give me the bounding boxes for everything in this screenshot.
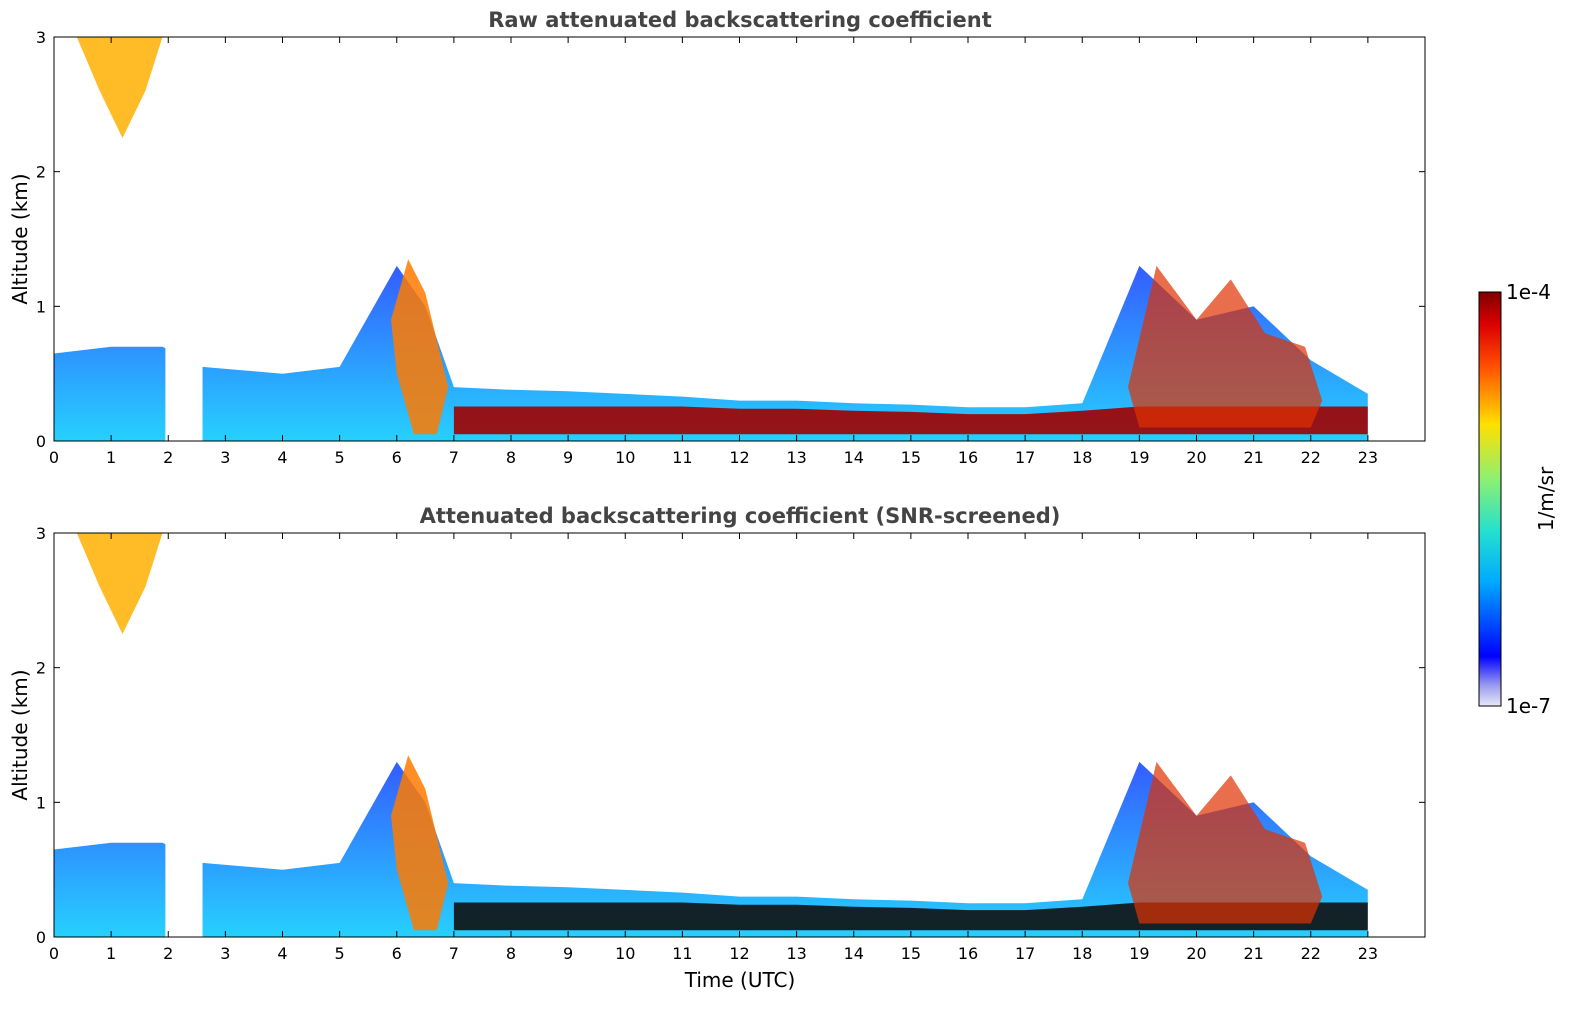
data-gap <box>165 38 203 441</box>
cloud-plume <box>391 259 449 435</box>
y-tick-label: 1 <box>36 297 46 316</box>
x-tick-label: 18 <box>1072 944 1092 963</box>
x-tick-label: 14 <box>844 944 864 963</box>
x-tick-label: 11 <box>672 448 692 467</box>
x-tick-label: 7 <box>449 448 459 467</box>
convective-layer <box>1128 761 1323 924</box>
x-tick-label: 14 <box>844 448 864 467</box>
x-tick-label: 1 <box>106 944 116 963</box>
x-tick-label: 20 <box>1186 448 1206 467</box>
y-axis: 0 1 2 3 <box>36 524 1425 947</box>
y-axis: 0 1 2 3 <box>36 28 1425 451</box>
x-tick-label: 5 <box>335 944 345 963</box>
x-tick-label: 1 <box>106 448 116 467</box>
y-tick-label: 1 <box>36 793 46 812</box>
x-tick-label: 6 <box>392 448 402 467</box>
x-tick-label: 0 <box>49 944 59 963</box>
x-tick-label: 10 <box>615 944 635 963</box>
x-tick-label: 13 <box>786 944 806 963</box>
y-axis-label: Altitude (km) <box>8 173 32 304</box>
colorbar-gradient <box>1478 291 1502 707</box>
panel-title: Raw attenuated backscattering coefficien… <box>488 8 992 32</box>
x-tick-label: 12 <box>729 944 749 963</box>
convective-layer <box>1128 265 1323 428</box>
x-tick-label: 22 <box>1301 944 1321 963</box>
x-tick-label: 7 <box>449 944 459 963</box>
panel-title: Attenuated backscattering coefficient (S… <box>420 504 1061 528</box>
no-data-region <box>1367 534 1424 937</box>
x-tick-label: 15 <box>901 448 921 467</box>
x-tick-label: 16 <box>958 944 978 963</box>
x-tick-label: 0 <box>49 448 59 467</box>
colorbar-label: 1/m/sr <box>1534 466 1558 531</box>
y-tick-label: 2 <box>36 163 46 182</box>
x-tick-label: 19 <box>1129 944 1149 963</box>
colorbar: 1e-4 1e-7 1/m/sr <box>1478 280 1558 718</box>
y-tick-label: 0 <box>36 432 46 451</box>
high-cloud <box>76 37 163 138</box>
x-tick-label: 21 <box>1243 448 1263 467</box>
x-tick-label: 3 <box>220 944 230 963</box>
x-tick-label: 17 <box>1015 944 1035 963</box>
x-tick-label: 9 <box>563 944 573 963</box>
x-axis: 0 1 2 3 4 5 6 7 8 9 10 11 12 13 14 15 16 17 18 19 20 21 22 23 <box>49 533 1378 963</box>
x-tick-label: 22 <box>1301 448 1321 467</box>
x-tick-label: 23 <box>1358 448 1378 467</box>
y-tick-label: 3 <box>36 524 46 543</box>
x-tick-label: 9 <box>563 448 573 467</box>
x-tick-label: 15 <box>901 944 921 963</box>
x-tick-label: 4 <box>277 944 287 963</box>
y-axis-label: Altitude (km) <box>8 669 32 800</box>
panel-raw: Raw attenuated backscattering coefficien… <box>8 8 1426 467</box>
x-tick-label: 23 <box>1358 944 1378 963</box>
high-cloud <box>76 533 163 634</box>
x-tick-label: 13 <box>786 448 806 467</box>
y-tick-label: 2 <box>36 659 46 678</box>
x-tick-label: 2 <box>163 448 173 467</box>
x-tick-label: 5 <box>335 448 345 467</box>
x-tick-label: 17 <box>1015 448 1035 467</box>
x-axis-label: Time (UTC) <box>684 968 796 992</box>
plot-area <box>54 533 1424 937</box>
plot-area <box>54 37 1424 441</box>
x-tick-label: 19 <box>1129 448 1149 467</box>
x-tick-label: 16 <box>958 448 978 467</box>
x-tick-label: 12 <box>729 448 749 467</box>
x-tick-label: 8 <box>506 944 516 963</box>
x-tick-label: 4 <box>277 448 287 467</box>
x-tick-label: 8 <box>506 448 516 467</box>
x-tick-label: 11 <box>672 944 692 963</box>
colorbar-max-label: 1e-4 <box>1506 280 1551 304</box>
x-tick-label: 2 <box>163 944 173 963</box>
x-tick-label: 6 <box>392 944 402 963</box>
x-tick-label: 21 <box>1243 944 1263 963</box>
boundary-layer-region <box>54 761 1368 937</box>
y-tick-label: 3 <box>36 28 46 47</box>
x-tick-label: 20 <box>1186 944 1206 963</box>
x-axis: 0 1 2 3 4 5 6 7 8 9 10 11 12 13 14 15 16 17 18 19 20 21 22 23 <box>49 37 1378 467</box>
panel-snr-screened: Attenuated backscattering coefficient (S… <box>8 504 1426 992</box>
no-data-region <box>1367 38 1424 441</box>
boundary-layer-region <box>54 265 1368 441</box>
colorbar-min-label: 1e-7 <box>1506 694 1551 718</box>
data-gap <box>165 534 203 937</box>
y-tick-label: 0 <box>36 928 46 947</box>
cloud-plume <box>391 755 449 931</box>
x-tick-label: 3 <box>220 448 230 467</box>
x-tick-label: 10 <box>615 448 635 467</box>
x-tick-label: 18 <box>1072 448 1092 467</box>
